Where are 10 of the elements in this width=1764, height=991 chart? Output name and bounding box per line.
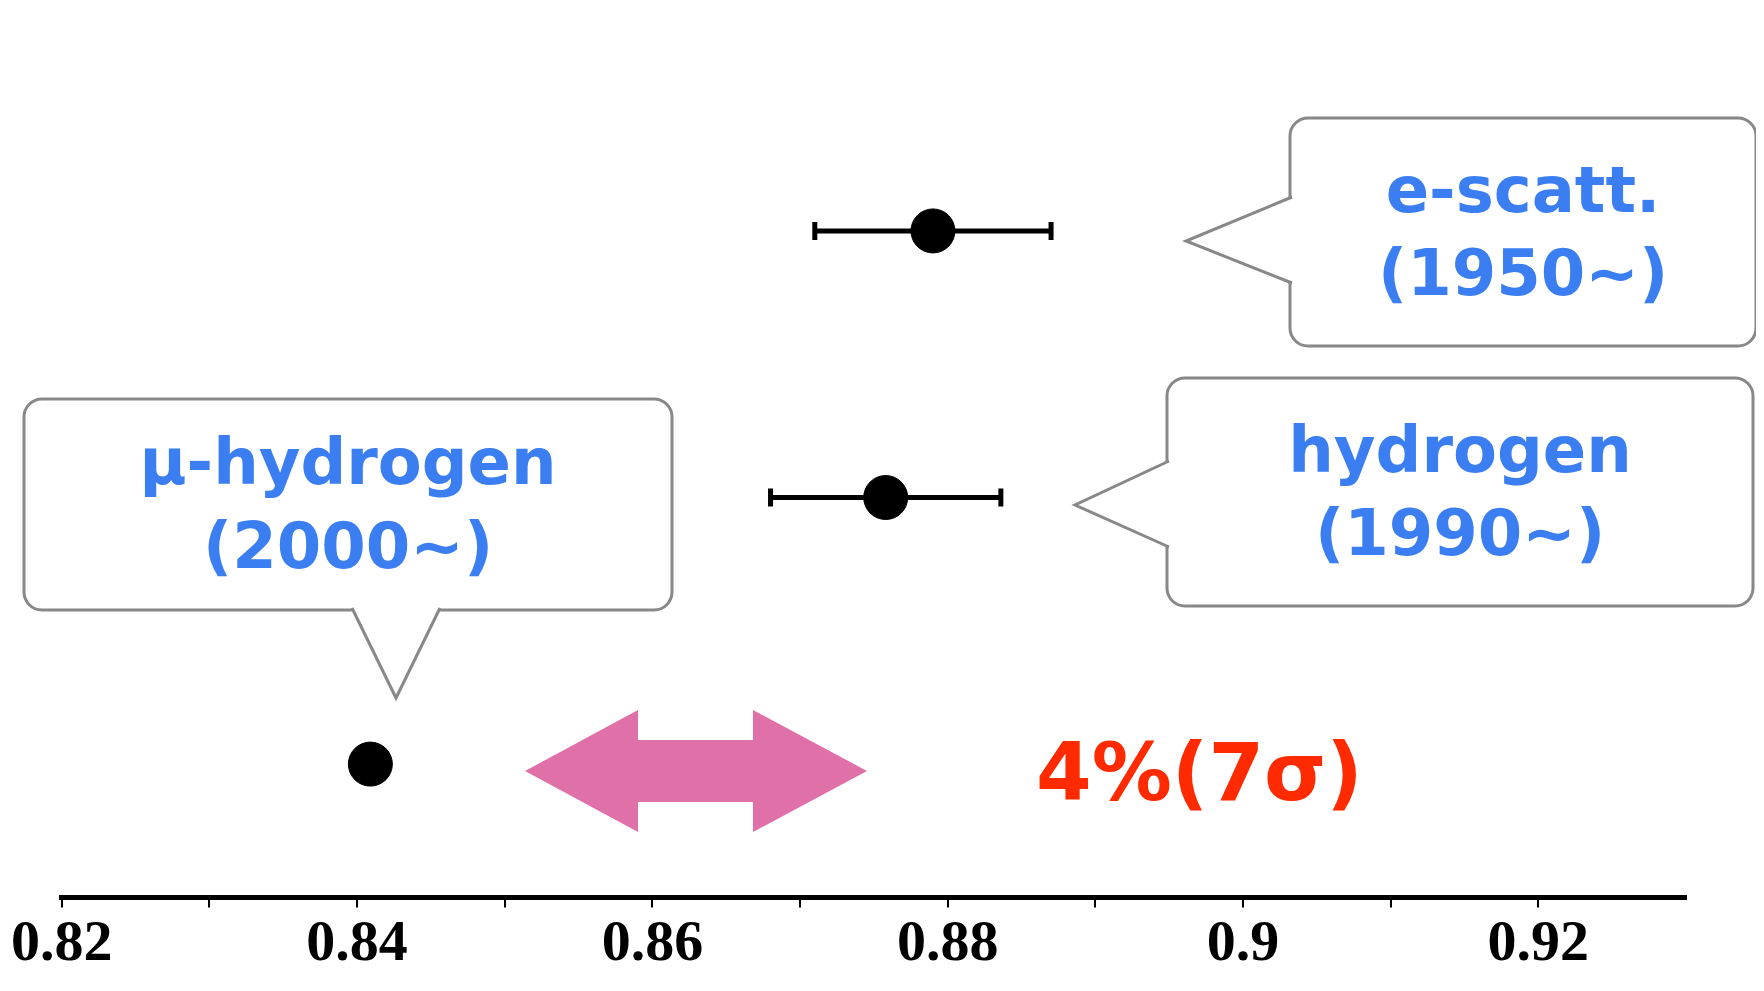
x-tick-label: 0.9 xyxy=(1206,908,1280,974)
x-tick-label: 0.88 xyxy=(896,908,999,974)
x-tick-label: 0.92 xyxy=(1487,908,1590,974)
x-tick-label: 0.82 xyxy=(11,908,113,974)
annotation: hydrogen (1990~) xyxy=(1288,411,1632,572)
x-tick-label: 0.84 xyxy=(306,908,408,974)
annotation: 4%(7σ) xyxy=(1036,726,1363,819)
annotation: e-scatt. (1950~) xyxy=(1377,151,1669,312)
x-tick-label: 0.86 xyxy=(601,908,704,974)
annotation: μ-hydrogen (2000~) xyxy=(139,424,557,585)
